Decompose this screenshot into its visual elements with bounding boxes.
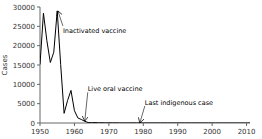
cases-line [40,11,250,123]
x-tick [108,123,109,126]
y-axis-label: Cases [1,54,9,75]
x-tick [74,123,75,126]
x-tick-label: 1980 [134,128,152,136]
y-tick-label: 30000 [13,4,35,12]
y-tick-label: 10000 [13,81,35,89]
x-tick-label: 1950 [31,128,49,136]
y-tick-label: 0 [31,120,35,128]
x-tick [40,123,41,126]
x-tick-label: 2010 [238,128,256,136]
annotation-arrow [140,106,145,123]
y-tick-label: 20000 [13,42,35,50]
y-tick-label: 25000 [13,23,35,31]
annotation: Live oral vaccine [88,85,143,93]
y-tick-label: 5000 [17,100,35,108]
x-tick-label: 1970 [100,128,118,136]
x-tick-label: 1960 [66,128,84,136]
plot-area [40,11,250,123]
annotation: Last indigenous case [145,99,213,107]
x-tick-label: 2000 [203,128,221,136]
y-tick [37,103,40,104]
x-tick [246,123,247,126]
x-tick [212,123,213,126]
x-tick [143,123,144,126]
annotation-arrow [85,92,88,121]
y-tick-label: 15000 [13,62,35,70]
x-tick [177,123,178,126]
x-tick-label: 1990 [169,128,187,136]
chart: 0 5000 10000 15000 20000 25000 30000 1950 1960 19… [0,0,262,139]
annotation: Inactivated vaccine [63,27,126,35]
y-tick [37,45,40,46]
y-tick [37,84,40,85]
y-tick [37,7,40,8]
y-tick [37,26,40,27]
annotation-arrow [58,11,63,26]
y-tick [37,65,40,66]
